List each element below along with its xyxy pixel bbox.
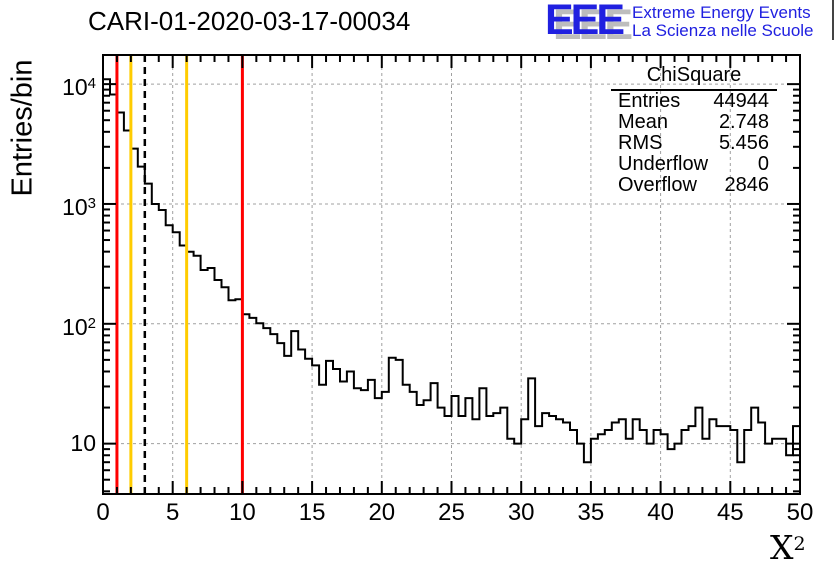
x-tick-label: 30	[507, 499, 535, 526]
stats-label: Entries	[618, 90, 681, 112]
y-tick-label: 10	[70, 429, 96, 456]
x-tick-label: 25	[438, 499, 465, 526]
x-axis-title: X2	[770, 528, 806, 567]
stats-label: Overflow	[618, 174, 697, 196]
stats-value: 44944	[713, 90, 769, 112]
x-tick-label: 50	[786, 499, 814, 526]
logo-image-right-border	[832, 0, 834, 40]
stats-row-rms: RMS 5.456	[611, 133, 777, 154]
stats-row-entries: Entries 44944	[611, 91, 777, 112]
x-tick-label: 15	[298, 499, 326, 526]
x-tick-label: 10	[229, 499, 256, 526]
eee-logo-text: Extreme Energy Events La Scienza nelle S…	[632, 4, 813, 40]
x-axis-title-base: X	[770, 528, 794, 567]
x-tick-label: 0	[96, 499, 110, 526]
stats-label: RMS	[618, 132, 663, 154]
stats-value: 2.748	[718, 111, 769, 133]
stats-value: 0	[757, 153, 769, 175]
stats-value: 5.456	[718, 132, 769, 154]
x-tick-label: 5	[166, 499, 180, 526]
y-tick-label: 102	[62, 313, 96, 340]
x-tick-label: 20	[368, 499, 396, 526]
stats-box: ChiSquare Entries 44944 Mean 2.748 RMS 5…	[611, 64, 777, 196]
stats-value: 2846	[724, 174, 770, 196]
plot-title: CARI-01-2020-03-17-00034	[88, 6, 411, 36]
stats-row-mean: Mean 2.748	[611, 112, 777, 133]
y-tick-label: 104	[62, 74, 96, 101]
stats-label: Mean	[618, 111, 669, 133]
x-tick-label: 35	[577, 499, 605, 526]
stats-label: Underflow	[618, 153, 709, 175]
x-axis-title-exponent: 2	[793, 533, 806, 555]
eee-logo-line2: La Scienza nelle Scuole	[632, 21, 814, 40]
x-tick-label: 40	[647, 499, 674, 526]
eee-logo-letters: EEE	[545, 0, 625, 44]
y-tick-label: 103	[62, 193, 96, 220]
x-tick-label: 45	[716, 499, 744, 526]
stats-row-underflow: Underflow 0	[611, 154, 777, 175]
histogram-step-line	[103, 78, 800, 464]
stats-row-overflow: Overflow 2846	[611, 175, 777, 196]
eee-logo: EEE Extreme Energy Events La Scienza nel…	[545, 0, 814, 44]
stats-box-title: ChiSquare	[611, 64, 777, 91]
eee-logo-line1: Extreme Energy Events	[632, 3, 811, 22]
